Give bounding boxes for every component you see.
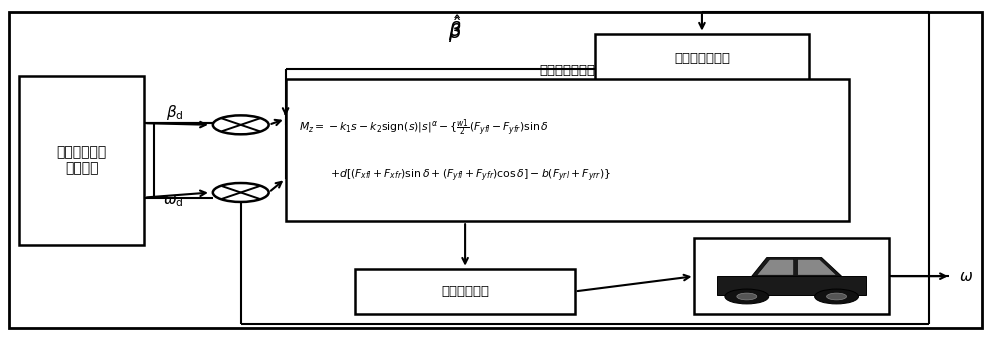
Text: $\beta_{\mathrm{d}}$: $\beta_{\mathrm{d}}$ [166,103,184,122]
Circle shape [827,293,847,300]
Circle shape [725,289,769,304]
Text: $\omega$: $\omega$ [959,268,973,283]
Circle shape [213,115,269,134]
Circle shape [737,293,757,300]
Circle shape [815,289,859,304]
Bar [286,79,849,221]
Text: $\omega_{\mathrm{d}}$: $\omega_{\mathrm{d}}$ [163,194,184,209]
Bar [355,269,575,314]
Text: 状态观测器模块: 状态观测器模块 [674,51,730,64]
Text: $\hat{\beta}$: $\hat{\beta}$ [448,15,462,45]
Polygon shape [717,276,866,295]
Circle shape [213,183,269,202]
Polygon shape [752,257,842,276]
Bar [19,76,144,245]
Polygon shape [757,259,794,275]
Text: $+d[(F_{xfl}+F_{xfr})\sin\delta+(F_{yfl}+F_{yfr})\cos\delta]-b(F_{yrl}+F_{yrr})\: $+d[(F_{xfl}+F_{xfr})\sin\delta+(F_{yfl}… [330,167,611,184]
Text: 力矩分配模块: 力矩分配模块 [441,285,489,298]
Polygon shape [798,259,837,275]
Text: 线性二自由度
车辆模型: 线性二自由度 车辆模型 [57,145,107,176]
Text: $\hat{\beta}$: $\hat{\beta}$ [448,13,462,43]
Bar [595,33,809,83]
Text: 非光滑控制模块: 非光滑控制模块 [540,64,596,77]
Text: $M_z=-k_1s-k_2\mathrm{sign}(s)|s|^{\alpha}-\{\frac{w1}{2}(F_{yfl}-F_{yfr})\sin\d: $M_z=-k_1s-k_2\mathrm{sign}(s)|s|^{\alph… [299,118,549,139]
Bar [694,238,889,314]
